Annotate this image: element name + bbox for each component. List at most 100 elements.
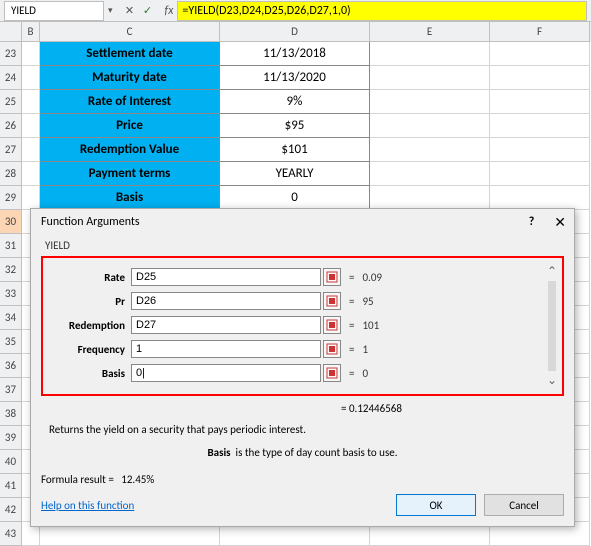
column-headers: B C D E F <box>0 22 591 42</box>
row-header[interactable]: 29 <box>0 186 22 210</box>
name-box[interactable]: YIELD <box>4 1 104 21</box>
row-header[interactable]: 35 <box>0 330 22 354</box>
dialog-help-icon[interactable]: ? <box>527 215 535 229</box>
row-header[interactable]: 26 <box>0 114 22 138</box>
cell[interactable] <box>370 114 490 138</box>
cancel-button[interactable]: Cancel <box>484 494 564 516</box>
range-selector-icon[interactable] <box>323 340 341 358</box>
cell[interactable]: 0 <box>220 186 370 210</box>
cell[interactable] <box>370 42 490 66</box>
row-header[interactable]: 34 <box>0 306 22 330</box>
cell[interactable] <box>22 90 40 114</box>
col-header-E[interactable]: E <box>370 22 490 42</box>
range-selector-icon[interactable] <box>323 364 341 382</box>
row-header[interactable]: 25 <box>0 90 22 114</box>
arg-input[interactable] <box>131 364 321 382</box>
arg-input[interactable] <box>131 340 321 358</box>
cell[interactable]: 11/13/2020 <box>220 66 370 90</box>
range-selector-icon[interactable] <box>323 292 341 310</box>
cell[interactable] <box>490 66 590 90</box>
cell[interactable] <box>22 186 40 210</box>
col-header-B[interactable]: B <box>22 22 40 42</box>
grid-row: 23 Settlement date11/13/2018 <box>0 42 591 66</box>
help-link[interactable]: Help on this function <box>41 499 134 512</box>
row-header[interactable]: 31 <box>0 234 22 258</box>
cell[interactable] <box>490 186 590 210</box>
cell[interactable] <box>490 90 590 114</box>
ok-button[interactable]: OK <box>396 494 476 516</box>
cell[interactable]: Payment terms <box>40 162 220 186</box>
arg-equals: = <box>341 295 362 308</box>
scroll-down-icon[interactable]: ⌄ <box>547 373 557 388</box>
cell[interactable] <box>490 138 590 162</box>
cell[interactable] <box>490 162 590 186</box>
argument-row: Pr=95 <box>51 290 554 312</box>
cell[interactable] <box>370 66 490 90</box>
cell[interactable] <box>22 138 40 162</box>
select-all-corner[interactable] <box>0 22 22 42</box>
cell[interactable] <box>370 186 490 210</box>
argument-help: Basis is the type of day count basis to … <box>41 440 564 473</box>
row-header[interactable]: 30 <box>0 210 22 234</box>
argument-row: Frequency=1 <box>51 338 554 360</box>
row-header[interactable]: 37 <box>0 378 22 402</box>
cell[interactable]: Settlement date <box>40 42 220 66</box>
arg-equals: = <box>341 343 362 356</box>
fx-icon[interactable]: fx <box>161 4 178 18</box>
cell[interactable] <box>490 114 590 138</box>
function-arguments-dialog: Function Arguments ? ✕ YIELD Rate=0.09Pr… <box>30 208 575 527</box>
col-header-C[interactable]: C <box>40 22 220 42</box>
args-scrollbar[interactable]: ⌃ ⌄ <box>544 264 560 388</box>
col-header-D[interactable]: D <box>220 22 370 42</box>
cell[interactable] <box>370 138 490 162</box>
cell[interactable]: Basis <box>40 186 220 210</box>
grid-row: 27 Redemption Value$101 <box>0 138 591 162</box>
row-header[interactable]: 28 <box>0 162 22 186</box>
range-selector-icon[interactable] <box>323 268 341 286</box>
row-header[interactable]: 23 <box>0 42 22 66</box>
scroll-up-icon[interactable]: ⌃ <box>547 264 557 279</box>
cell[interactable]: Redemption Value <box>40 138 220 162</box>
cell[interactable] <box>370 162 490 186</box>
row-header[interactable]: 39 <box>0 426 22 450</box>
scroll-track[interactable] <box>548 281 556 371</box>
arg-input[interactable] <box>131 292 321 310</box>
cell[interactable]: Maturity date <box>40 66 220 90</box>
arg-value: 0 <box>362 367 368 380</box>
row-header[interactable]: 33 <box>0 282 22 306</box>
arg-input[interactable] <box>131 316 321 334</box>
row-header[interactable]: 43 <box>0 522 22 546</box>
cell[interactable]: 11/13/2018 <box>220 42 370 66</box>
col-header-F[interactable]: F <box>490 22 590 42</box>
grid-row: 25 Rate of Interest9% <box>0 90 591 114</box>
row-header[interactable]: 41 <box>0 474 22 498</box>
cell[interactable] <box>22 162 40 186</box>
formula-bar-input[interactable]: =YIELD(D23,D24,D25,D26,D27,1,0) <box>177 1 587 21</box>
arg-input[interactable] <box>131 268 321 286</box>
row-header[interactable]: 36 <box>0 354 22 378</box>
cell[interactable] <box>490 42 590 66</box>
cell[interactable] <box>22 42 40 66</box>
name-box-dropdown-icon[interactable]: ▾ <box>104 5 117 16</box>
cell[interactable]: $95 <box>220 114 370 138</box>
cell[interactable]: Rate of Interest <box>40 90 220 114</box>
dialog-titlebar[interactable]: Function Arguments ? ✕ <box>31 209 574 235</box>
row-header[interactable]: 32 <box>0 258 22 282</box>
cell[interactable]: Price <box>40 114 220 138</box>
range-selector-icon[interactable] <box>323 316 341 334</box>
arg-equals: = <box>341 319 362 332</box>
row-header[interactable]: 38 <box>0 402 22 426</box>
enter-formula-icon[interactable]: ✓ <box>141 4 155 18</box>
row-header[interactable]: 40 <box>0 450 22 474</box>
cell[interactable]: 9% <box>220 90 370 114</box>
row-header[interactable]: 42 <box>0 498 22 522</box>
cell[interactable]: $101 <box>220 138 370 162</box>
row-header[interactable]: 24 <box>0 66 22 90</box>
cancel-formula-icon[interactable]: ✕ <box>123 4 137 18</box>
cell[interactable] <box>22 66 40 90</box>
cell[interactable]: YEARLY <box>220 162 370 186</box>
cell[interactable] <box>22 114 40 138</box>
cell[interactable] <box>370 90 490 114</box>
row-header[interactable]: 27 <box>0 138 22 162</box>
dialog-close-icon[interactable]: ✕ <box>552 214 566 231</box>
